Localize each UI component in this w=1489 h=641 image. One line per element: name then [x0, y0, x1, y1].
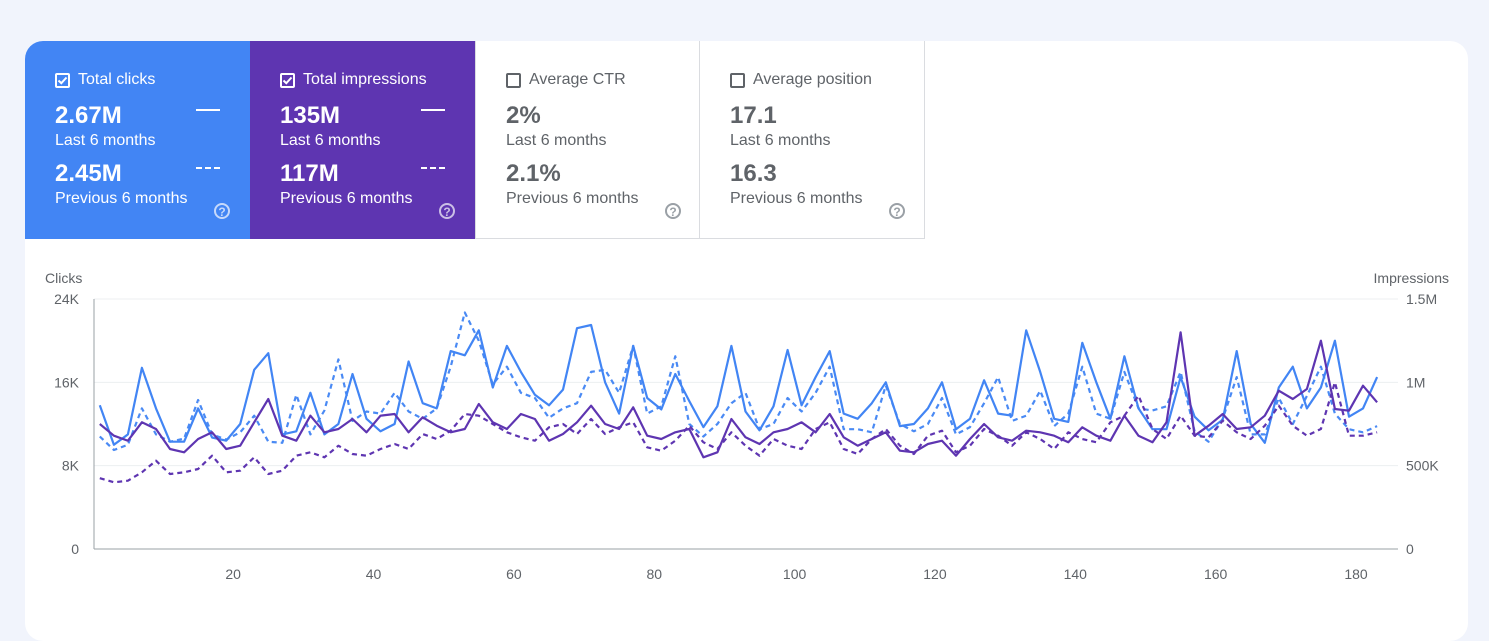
left-axis-title: Clicks	[45, 270, 82, 286]
series-line-impressions-prev	[99, 381, 1378, 484]
x-tick-label: 60	[506, 566, 522, 582]
checkbox-average-ctr[interactable]	[506, 73, 521, 88]
solid-line-indicator-icon	[196, 109, 220, 111]
right-tick-label: 0	[1406, 541, 1414, 557]
series-line-clicks	[98, 323, 1379, 446]
card-average-ctr[interactable]: Average CTR 2% Last 6 months 2.1% Previo…	[475, 41, 700, 239]
checkbox-total-impressions[interactable]	[280, 73, 295, 88]
x-tick-label: 120	[923, 566, 947, 582]
x-tick-label: 160	[1204, 566, 1228, 582]
left-tick-label: 0	[71, 541, 79, 557]
x-tick-label: 20	[225, 566, 241, 582]
current-period-label: Last 6 months	[730, 132, 831, 149]
card-total-impressions[interactable]: Total impressions 135M Last 6 months 117…	[250, 41, 475, 239]
current-value: 2.67M	[55, 102, 122, 129]
metric-cards: Total clicks 2.67M Last 6 months 2.45M P…	[25, 41, 925, 239]
dashed-line-indicator-icon	[196, 167, 220, 169]
previous-period-label: Previous 6 months	[506, 190, 639, 207]
card-title: Total clicks	[78, 71, 156, 88]
x-tick-label: 40	[366, 566, 382, 582]
current-value: 2%	[506, 102, 541, 129]
series-line-clicks-prev	[99, 311, 1378, 452]
solid-line-indicator-icon	[421, 109, 445, 111]
previous-value: 2.45M	[55, 160, 122, 187]
left-tick-label: 8K	[62, 458, 80, 474]
previous-value: 117M	[280, 160, 339, 187]
x-tick-label: 80	[646, 566, 662, 582]
card-title: Total impressions	[303, 71, 427, 88]
right-tick-label: 500K	[1406, 458, 1439, 474]
check-icon	[282, 76, 293, 85]
x-tick-label: 140	[1064, 566, 1088, 582]
left-tick-label: 16K	[54, 374, 80, 390]
dashed-line-indicator-icon	[421, 167, 445, 169]
help-icon[interactable]: ?	[214, 203, 230, 219]
card-title: Average CTR	[529, 71, 626, 88]
current-period-label: Last 6 months	[280, 132, 381, 149]
current-value: 17.1	[730, 102, 777, 129]
checkbox-total-clicks[interactable]	[55, 73, 70, 88]
previous-period-label: Previous 6 months	[55, 190, 188, 207]
previous-period-label: Previous 6 months	[280, 190, 413, 207]
previous-period-label: Previous 6 months	[730, 190, 863, 207]
performance-panel: Total clicks 2.67M Last 6 months 2.45M P…	[25, 41, 1468, 641]
right-tick-label: 1M	[1406, 374, 1425, 390]
card-average-position[interactable]: Average position 17.1 Last 6 months 16.3…	[700, 41, 925, 239]
current-period-label: Last 6 months	[506, 132, 607, 149]
card-title: Average position	[753, 71, 872, 88]
x-tick-label: 180	[1344, 566, 1368, 582]
left-tick-label: 24K	[54, 291, 80, 307]
series-line-impressions	[99, 331, 1378, 459]
x-tick-label: 100	[783, 566, 807, 582]
current-period-label: Last 6 months	[55, 132, 156, 149]
card-total-clicks[interactable]: Total clicks 2.67M Last 6 months 2.45M P…	[25, 41, 250, 239]
help-icon[interactable]: ?	[439, 203, 455, 219]
right-tick-label: 1.5M	[1406, 291, 1437, 307]
check-icon	[57, 76, 68, 85]
performance-chart: Clicks Impressions 0 8K 16K 24K 0 500K 1M 1.5M 20 4…	[45, 270, 1449, 582]
previous-value: 2.1%	[506, 160, 561, 187]
previous-value: 16.3	[730, 160, 777, 187]
help-icon[interactable]: ?	[665, 203, 681, 219]
help-icon[interactable]: ?	[889, 203, 905, 219]
current-value: 135M	[280, 102, 341, 129]
checkbox-average-position[interactable]	[730, 73, 745, 88]
right-axis-title: Impressions	[1374, 270, 1449, 286]
